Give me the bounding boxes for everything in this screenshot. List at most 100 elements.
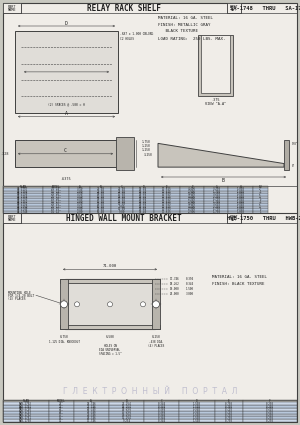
Text: 0.250: 0.250 (266, 413, 274, 417)
Text: No.: No. (231, 218, 237, 221)
Bar (109, 402, 144, 405)
Text: A: A (65, 111, 68, 116)
Bar (144, 419, 179, 422)
Bar (253, 198, 268, 201)
Bar (154, 193, 180, 196)
Text: SA-1757: SA-1757 (17, 187, 28, 191)
Text: 0.750: 0.750 (225, 419, 233, 422)
Text: 0": 0" (292, 164, 295, 168)
Text: BLACK TEXTURE: BLACK TEXTURE (158, 29, 198, 33)
Text: 19.254: 19.254 (122, 405, 131, 408)
Bar (43, 193, 69, 196)
Bar (3, 206, 43, 208)
Bar (180, 196, 204, 198)
Bar (90, 210, 112, 213)
Text: 1.000: 1.000 (236, 197, 244, 201)
Text: 3.250: 3.250 (144, 153, 153, 157)
Text: 2: 2 (259, 187, 261, 191)
Text: (2) SPACES @ .500 = H: (2) SPACES @ .500 = H (48, 103, 85, 107)
Bar (109, 414, 144, 416)
Bar (69, 185, 90, 188)
Bar (43, 203, 69, 206)
Text: 18.44: 18.44 (139, 205, 147, 209)
Text: 1: 1 (259, 207, 261, 211)
Text: PLAN: PLAN (22, 399, 29, 403)
Text: 22.00: 22.00 (97, 190, 105, 194)
Text: 0.250: 0.250 (266, 410, 274, 414)
Text: 18.00: 18.00 (97, 192, 105, 196)
Bar (243, 400, 297, 402)
Bar (154, 188, 180, 190)
Text: 0.344: 0.344 (158, 402, 166, 406)
Text: 1.500: 1.500 (193, 419, 201, 422)
Text: 1.500: 1.500 (193, 416, 201, 420)
Bar (229, 185, 253, 188)
Circle shape (74, 302, 80, 307)
Text: 17.625: 17.625 (162, 190, 172, 194)
Bar (116, 137, 134, 170)
Bar (69, 188, 90, 190)
Bar (179, 416, 215, 419)
Bar (229, 206, 253, 208)
Bar (253, 210, 268, 213)
Text: 29.746: 29.746 (86, 402, 96, 406)
Bar (144, 408, 179, 411)
Text: 1: 1 (259, 197, 261, 201)
Bar (243, 402, 297, 405)
Circle shape (152, 301, 160, 308)
Text: HWB-1750   THRU   HWB-2792: HWB-1750 THRU HWB-2792 (227, 215, 300, 221)
Bar (43, 190, 69, 193)
Text: 14.00: 14.00 (118, 195, 126, 199)
Text: 17.625: 17.625 (162, 202, 172, 206)
Bar (49, 402, 74, 405)
Text: 4.406: 4.406 (188, 195, 196, 199)
Text: EIA UNIVERSAL: EIA UNIVERSAL (99, 348, 121, 352)
Bar (112, 198, 133, 201)
Text: .687 x 1.000 OBLONG: .687 x 1.000 OBLONG (120, 32, 153, 36)
Text: 4.406: 4.406 (188, 205, 196, 209)
Bar (69, 206, 90, 208)
Bar (204, 206, 229, 208)
Bar (179, 402, 215, 405)
Text: 2.00: 2.00 (76, 207, 83, 211)
Text: 15.00: 15.00 (97, 195, 105, 199)
Text: 0.250: 0.250 (266, 408, 274, 411)
Bar (109, 400, 144, 402)
Text: 71.000: 71.000 (103, 264, 117, 268)
Text: VIEW "A-A": VIEW "A-A" (205, 102, 226, 105)
Text: 3.250: 3.250 (212, 187, 220, 191)
Bar (229, 210, 253, 213)
Text: 1.500: 1.500 (193, 413, 201, 417)
Text: 0.750: 0.750 (225, 413, 233, 417)
Bar (109, 419, 144, 422)
Bar (253, 190, 268, 193)
Text: HOLES ON: HOLES ON (103, 344, 116, 348)
Bar (15, 140, 118, 167)
Bar (112, 201, 133, 203)
Text: SA-1750: SA-1750 (17, 205, 28, 209)
Text: SA-1755: SA-1755 (17, 192, 28, 196)
Circle shape (61, 301, 68, 308)
Text: 6.500: 6.500 (106, 335, 114, 339)
Bar (90, 188, 112, 190)
Bar (109, 416, 144, 419)
Text: 0.394: 0.394 (186, 277, 194, 281)
Text: 12": 12" (58, 419, 64, 422)
Bar (49, 411, 74, 414)
Bar (112, 210, 133, 213)
Text: 21.254: 21.254 (122, 402, 131, 406)
Bar (243, 408, 297, 411)
Text: 0.344: 0.344 (158, 410, 166, 414)
Text: PART: PART (8, 5, 16, 8)
Bar (3, 198, 43, 201)
Text: FINISH: BLACK TEXTURE: FINISH: BLACK TEXTURE (212, 282, 265, 286)
Text: 1.000: 1.000 (236, 210, 244, 214)
Text: 12.00: 12.00 (118, 207, 126, 211)
Bar (198, 35, 233, 96)
Bar (3, 203, 43, 206)
Text: 15": 15" (58, 416, 64, 420)
Bar (154, 185, 180, 188)
Bar (215, 411, 243, 414)
Text: 22.746: 22.746 (86, 413, 96, 417)
Text: 26.746: 26.746 (86, 408, 96, 411)
